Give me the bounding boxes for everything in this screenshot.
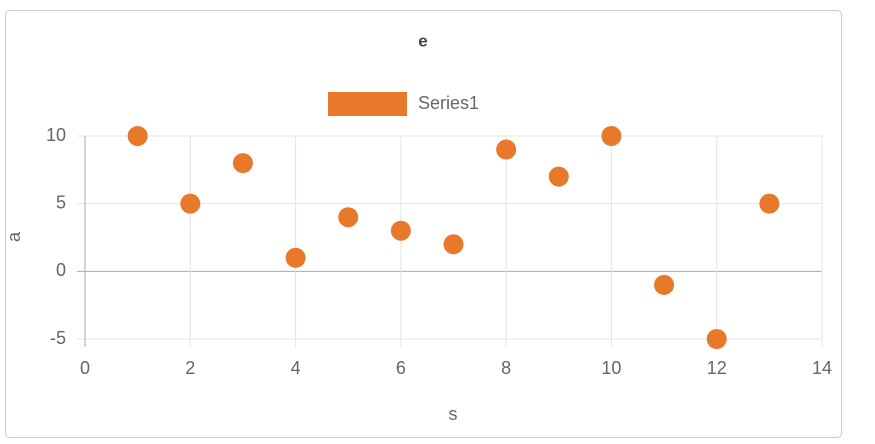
legend-swatch (328, 92, 407, 116)
point (601, 126, 622, 146)
y-tick-label: 0 (56, 260, 66, 280)
x-tick-label: 2 (185, 358, 195, 378)
legend-label: Series1 (418, 93, 479, 113)
point (548, 166, 569, 187)
point (127, 126, 148, 146)
x-tick-label: 14 (812, 358, 832, 378)
x-tick-label: 10 (601, 358, 621, 378)
panel (5, 10, 842, 438)
point (496, 139, 517, 160)
y-tick-label: -5 (50, 328, 66, 348)
point (180, 193, 201, 214)
point (232, 153, 253, 174)
point (338, 207, 359, 228)
point (285, 247, 306, 268)
x-tick-label: 4 (291, 358, 301, 378)
x-tick-label: 0 (80, 358, 90, 378)
y-axis-label: a (4, 231, 24, 242)
point (706, 329, 727, 349)
x-tick-label: 8 (501, 358, 511, 378)
chart-title: e (418, 31, 427, 50)
y-tick-label: 5 (56, 192, 66, 212)
point (759, 193, 780, 214)
x-tick-label: 12 (707, 358, 727, 378)
y-tick-label: 10 (46, 125, 66, 145)
point (390, 220, 411, 241)
point (443, 234, 464, 255)
x-tick-label: 6 (396, 358, 406, 378)
x-axis-label: s (449, 404, 458, 424)
point (654, 274, 675, 295)
